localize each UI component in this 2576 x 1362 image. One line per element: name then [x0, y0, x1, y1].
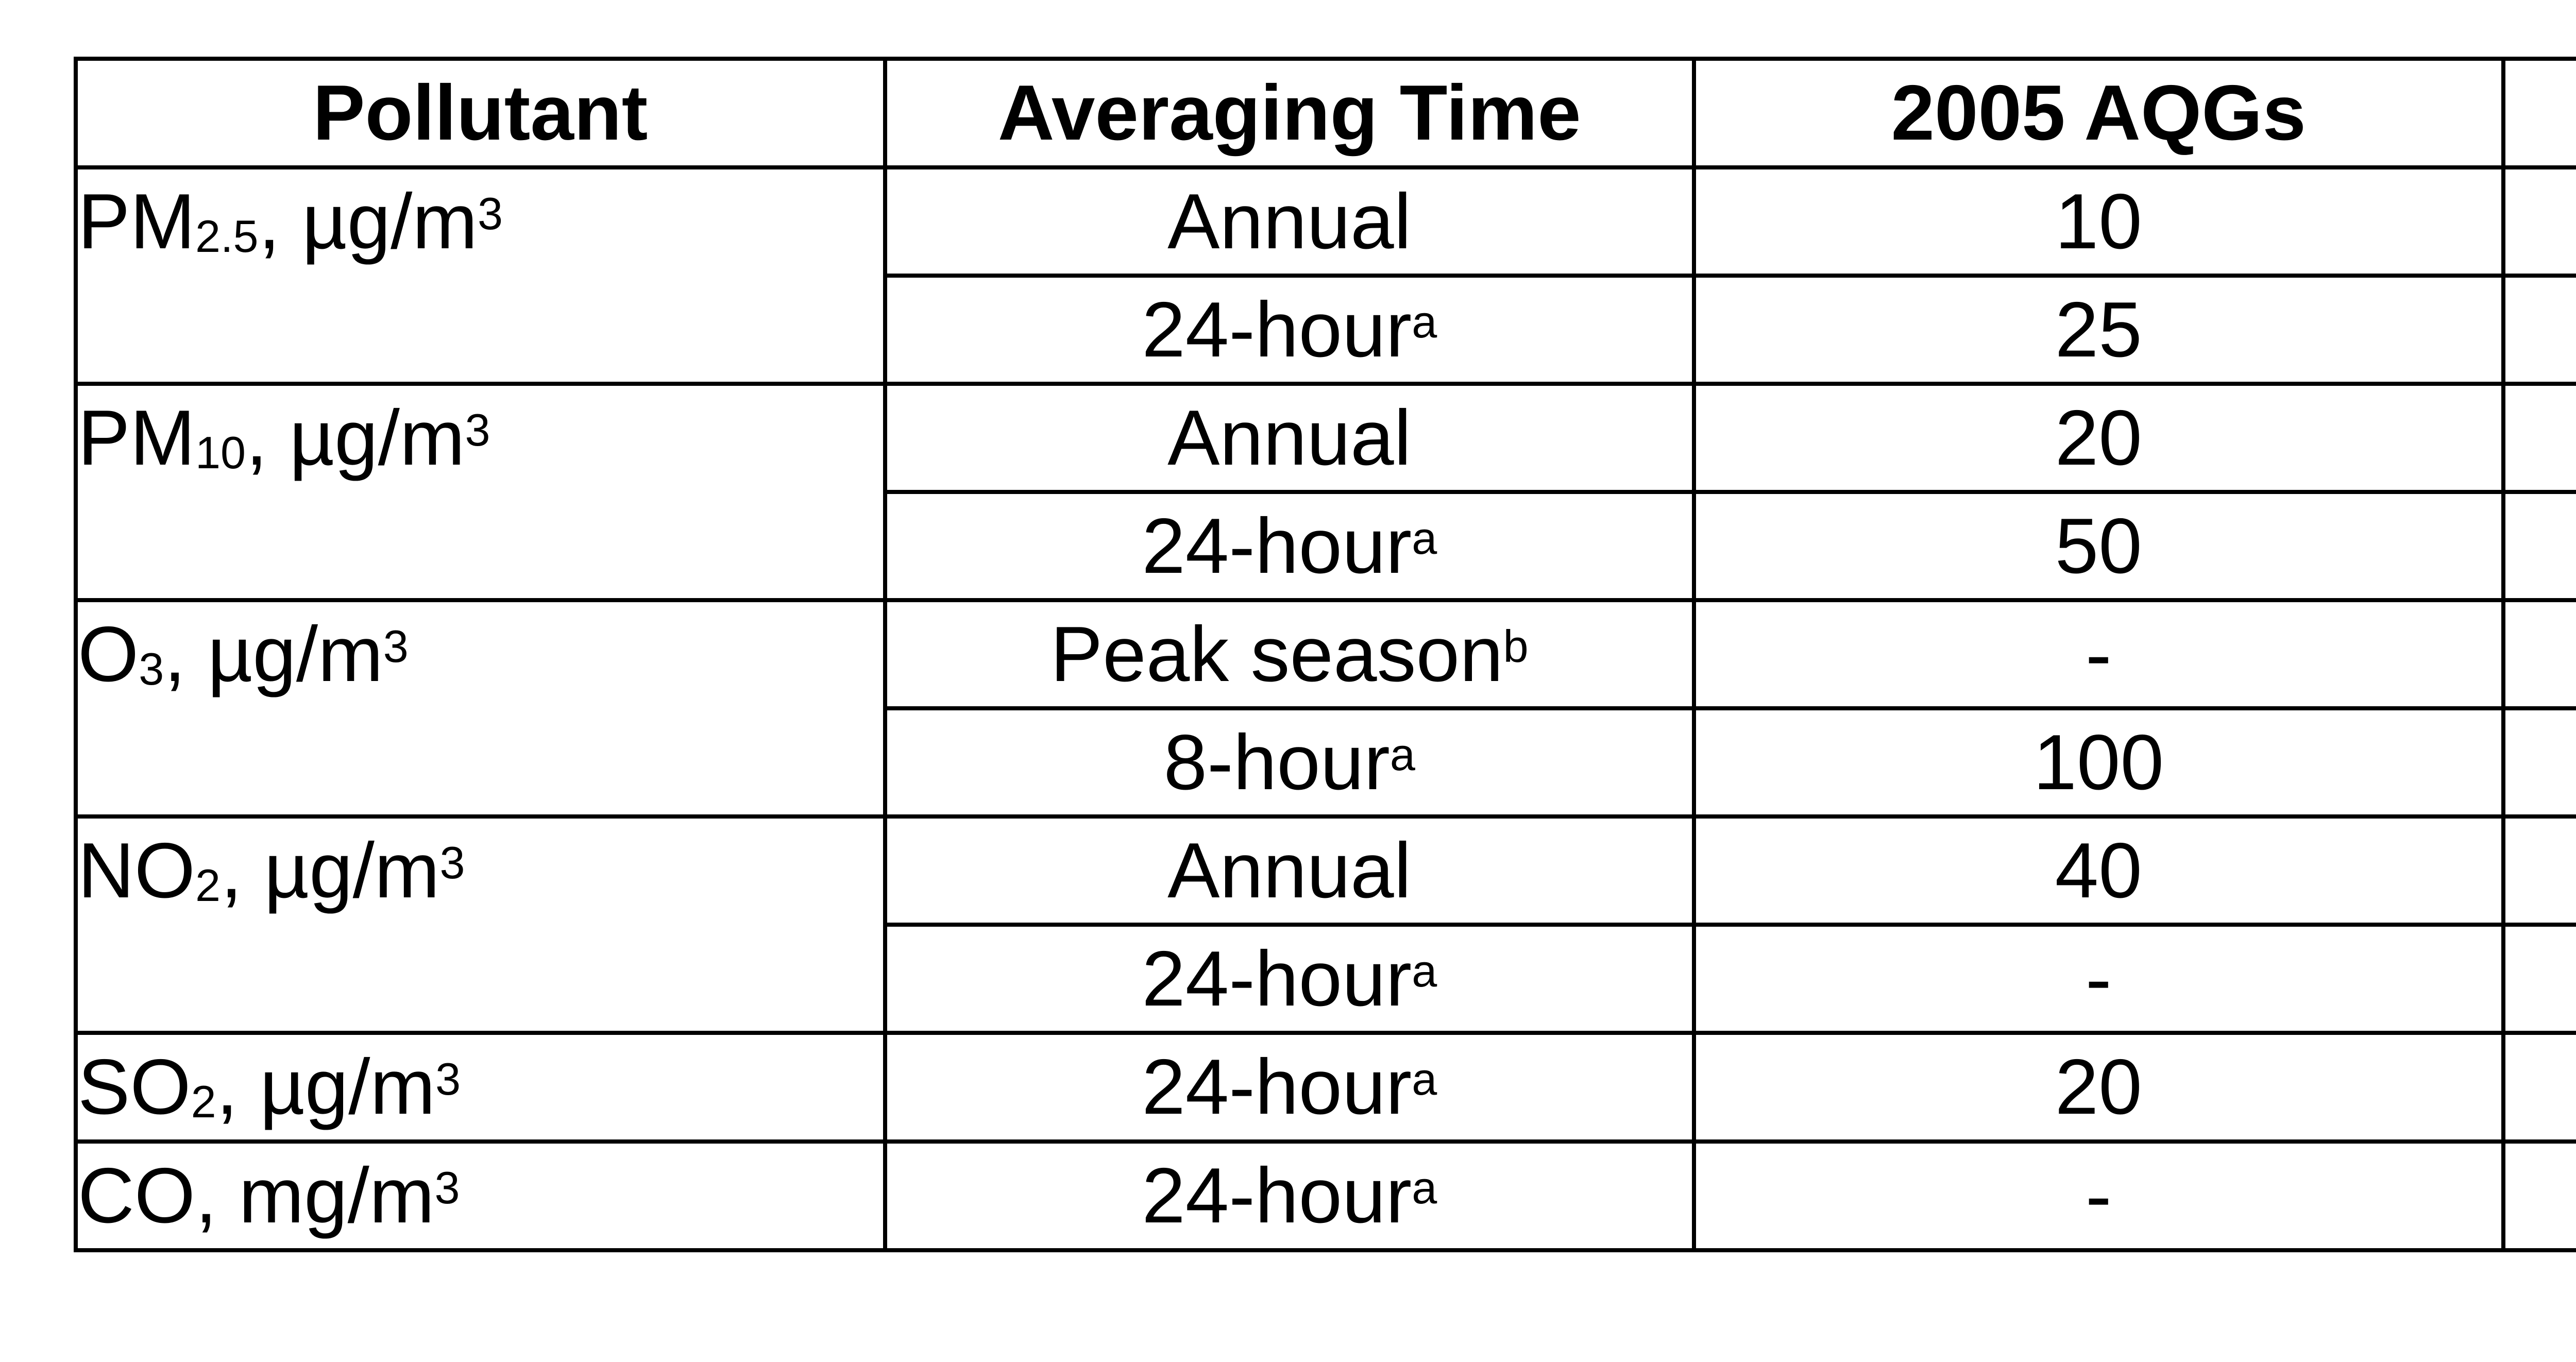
pollutant-formula: O: [78, 610, 139, 698]
pollutant-unit: , µg/m: [246, 394, 465, 482]
footnote-marker: a: [1412, 1053, 1437, 1104]
averaging-time-cell: Annual: [885, 167, 1694, 276]
aqg-2005-value: 25: [1694, 276, 2503, 384]
aqg-2021-value: 10: [2503, 816, 2576, 925]
pollutant-subscript: 10: [195, 427, 246, 478]
unit-exponent: 3: [439, 837, 465, 888]
unit-exponent: 3: [478, 188, 503, 239]
pollutant-cell-pm10: PM10, µg/m3: [76, 384, 885, 600]
averaging-time-label: 24-hour: [1142, 1152, 1412, 1239]
pollutant-unit: , µg/m: [259, 178, 478, 265]
footnote-marker: a: [1412, 945, 1437, 996]
aqg-2005-value: 20: [1694, 1033, 2503, 1142]
averaging-time-cell: 8-houra: [885, 708, 1694, 816]
averaging-time-cell: Annual: [885, 816, 1694, 925]
aqg-2021-value: 15: [2503, 276, 2576, 384]
col-header-pollutant: Pollutant: [76, 59, 885, 167]
averaging-time-cell: Annual: [885, 384, 1694, 492]
pollutant-unit: , µg/m: [164, 610, 383, 698]
unit-exponent: 3: [465, 404, 490, 455]
col-header-averaging-time: Averaging Time: [885, 59, 1694, 167]
header-row: Pollutant Averaging Time 2005 AQGs 2021 …: [76, 59, 2576, 167]
footnote-marker: b: [1503, 620, 1529, 671]
pollutant-subscript: 3: [139, 643, 164, 694]
averaging-time-label: 24-hour: [1142, 1043, 1412, 1131]
averaging-time-label: 24-hour: [1142, 502, 1412, 590]
aqg-2021-value: 4: [2503, 1142, 2576, 1250]
row-so2-24hour: SO2, µg/m3 24-houra 20 40: [76, 1033, 2576, 1142]
pollutant-cell-so2: SO2, µg/m3: [76, 1033, 885, 1142]
pollutant-unit: , µg/m: [221, 827, 439, 914]
averaging-time-label: 24-hour: [1142, 935, 1412, 1023]
pollutant-formula: SO: [78, 1043, 191, 1131]
pollutant-subscript: 2: [195, 860, 221, 911]
averaging-time-cell: 24-houra: [885, 492, 1694, 600]
aqg-2021-value: 25: [2503, 925, 2576, 1033]
averaging-time-label: 8-hour: [1164, 719, 1390, 806]
aqg-2005-value: -: [1694, 925, 2503, 1033]
aqg-comparison-table: Pollutant Averaging Time 2005 AQGs 2021 …: [74, 57, 2576, 1252]
page: { "colors": { "background": "#ffffff", "…: [0, 0, 2576, 1362]
pollutant-unit: , µg/m: [216, 1043, 435, 1131]
averaging-time-cell: Peak seasonb: [885, 600, 1694, 708]
aqg-2021-value: 60: [2503, 600, 2576, 708]
unit-exponent: 3: [434, 1162, 460, 1213]
col-header-2005-aqgs: 2005 AQGs: [1694, 59, 2503, 167]
averaging-time-cell: 24-houra: [885, 1142, 1694, 1250]
unit-exponent: 3: [435, 1053, 461, 1104]
footnote-marker: a: [1390, 728, 1415, 779]
unit-exponent: 3: [383, 621, 409, 672]
pollutant-unit: , mg/m: [195, 1152, 434, 1239]
pollutant-formula: CO: [78, 1152, 195, 1239]
aqg-2021-value: 5: [2503, 167, 2576, 276]
averaging-time-cell: 24-houra: [885, 276, 1694, 384]
col-header-2021-aqgs: 2021 AQGs: [2503, 59, 2576, 167]
averaging-time-cell: 24-houra: [885, 1033, 1694, 1142]
aqg-2005-value: -: [1694, 600, 2503, 708]
averaging-time-label: 24-hour: [1142, 286, 1412, 373]
pollutant-formula: NO: [78, 827, 195, 914]
row-co-24hour: CO, mg/m3 24-houra - 4: [76, 1142, 2576, 1250]
aqg-2005-value: 50: [1694, 492, 2503, 600]
footnote-marker: a: [1412, 1162, 1437, 1213]
pollutant-formula: PM: [78, 394, 195, 482]
aqg-2005-value: -: [1694, 1142, 2503, 1250]
row-no2-annual: NO2, µg/m3 Annual 40 10: [76, 816, 2576, 925]
footnote-marker: a: [1412, 512, 1437, 563]
aqg-2021-value: 15: [2503, 384, 2576, 492]
pollutant-subscript: 2: [191, 1076, 216, 1127]
pollutant-cell-no2: NO2, µg/m3: [76, 816, 885, 1033]
pollutant-cell-co: CO, mg/m3: [76, 1142, 885, 1250]
pollutant-cell-o3: O3, µg/m3: [76, 600, 885, 816]
aqg-2005-value: 10: [1694, 167, 2503, 276]
row-pm10-annual: PM10, µg/m3 Annual 20 15: [76, 384, 2576, 492]
aqg-2021-value: 40: [2503, 1033, 2576, 1142]
averaging-time-label: Annual: [1167, 178, 1411, 265]
row-o3-peak-season: O3, µg/m3 Peak seasonb - 60: [76, 600, 2576, 708]
averaging-time-cell: 24-houra: [885, 925, 1694, 1033]
aqg-2021-value: 100: [2503, 708, 2576, 816]
pollutant-subscript: 2.5: [195, 211, 259, 262]
averaging-time-label: Annual: [1167, 394, 1411, 482]
pollutant-cell-pm2-5: PM2.5, µg/m3: [76, 167, 885, 384]
averaging-time-label: Annual: [1167, 827, 1411, 914]
footnote-marker: a: [1412, 296, 1437, 347]
aqg-2021-value: 45: [2503, 492, 2576, 600]
row-pm25-annual: PM2.5, µg/m3 Annual 10 5: [76, 167, 2576, 276]
averaging-time-label: Peak season: [1050, 610, 1503, 698]
pollutant-formula: PM: [78, 178, 195, 265]
aqg-2005-value: 100: [1694, 708, 2503, 816]
aqg-2005-value: 20: [1694, 384, 2503, 492]
aqg-2005-value: 40: [1694, 816, 2503, 925]
